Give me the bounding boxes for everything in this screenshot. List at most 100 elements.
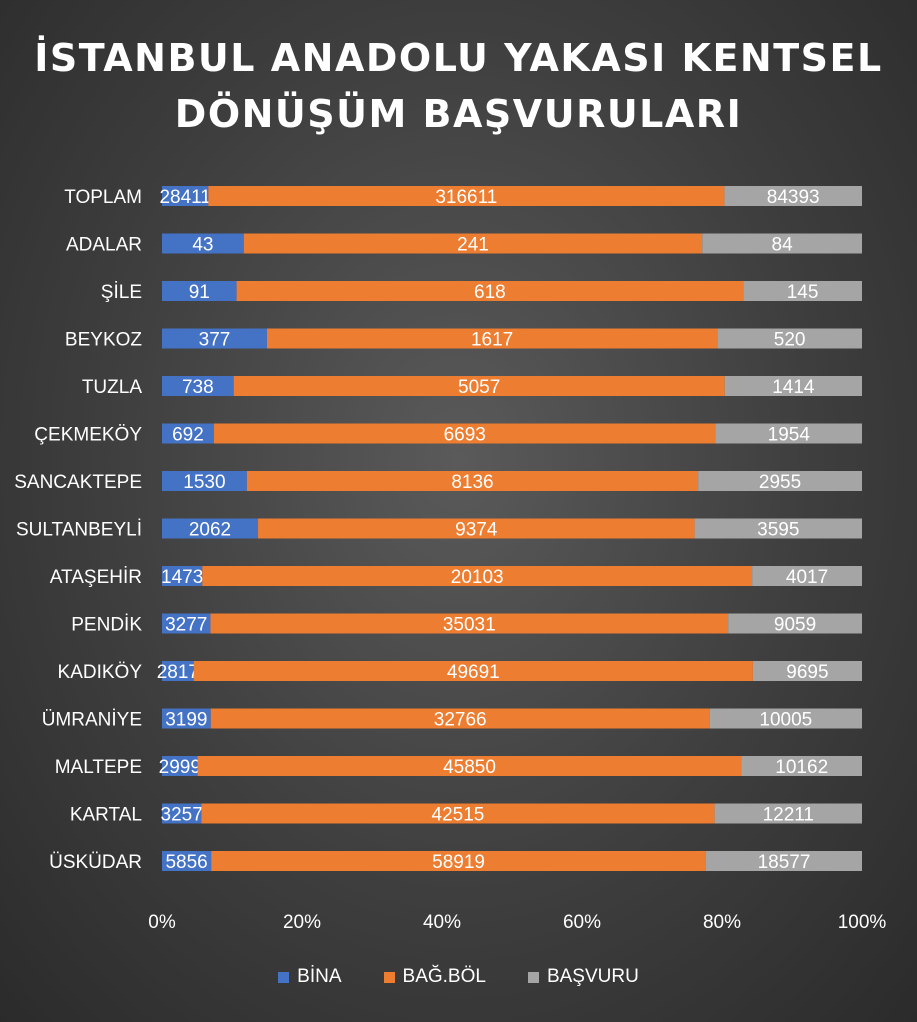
bar-bag-bol-kadikoy (193, 661, 753, 681)
data-label-bag-bol-si-le: 618 (474, 282, 506, 303)
x-tick-label-4: 80% (703, 912, 741, 933)
legend-swatch-bina (278, 971, 290, 983)
data-label-bag-bol-tuzla: 5057 (458, 377, 500, 398)
bar-bi-na-tuzla (162, 376, 234, 396)
bar-bi-na-atasehi-r (162, 566, 203, 586)
bar-basvuru-tuzla (724, 376, 862, 396)
data-label-bi-na-pendi-k: 3277 (165, 615, 207, 636)
bar-bag-bol-atasehi-r (202, 566, 753, 586)
category-label-pendi-k: PENDİK (71, 615, 142, 636)
data-label-bi-na-adalar: 43 (192, 235, 213, 256)
legend: BİNA BAĞ.BÖL BAŞVURU (0, 966, 917, 988)
bar-bi-na-uskudar (162, 851, 212, 871)
bar-bi-na-sultanbeyli (162, 518, 259, 539)
data-label-bi-na-toplam: 28411 (159, 187, 210, 208)
bar-bi-na-toplam (162, 186, 209, 206)
data-label-bi-na-sultanbeyli: 2062 (189, 520, 231, 541)
bar-bag-bol-kartal (201, 803, 715, 824)
legend-label-bag-bol: BAĞ.BÖL (402, 966, 486, 987)
data-label-bi-na-umrani-ye: 3199 (165, 710, 207, 731)
legend-swatch-basvuru (527, 971, 539, 983)
bar-basvuru-sultanbeyli (694, 518, 862, 539)
data-label-bag-bol-sultanbeyli: 9374 (455, 520, 498, 541)
data-label-bi-na-cekmekoy: 692 (172, 425, 204, 446)
x-tick-label-1: 20% (283, 912, 321, 933)
data-label-bag-bol-beykoz: 1617 (471, 330, 513, 351)
category-label-beykoz: BEYKOZ (65, 330, 142, 351)
bar-bi-na-beykoz (162, 328, 267, 349)
bar-basvuru-beykoz (717, 328, 862, 349)
bar-bi-na-kartal (162, 803, 202, 824)
bar-bag-bol-beykoz (266, 328, 718, 349)
x-tick-label-2: 40% (423, 912, 461, 933)
data-label-bag-bol-umrani-ye: 32766 (434, 710, 487, 731)
data-label-bi-na-kadikoy: 2817 (157, 662, 199, 683)
bar-bag-bol-pendi-k (210, 613, 729, 634)
bar-basvuru-atasehi-r (752, 566, 862, 586)
bar-bi-na-sancaktepe (162, 471, 247, 491)
data-label-bag-bol-sancaktepe: 8136 (451, 472, 493, 493)
category-label-adalar: ADALAR (66, 235, 142, 256)
bar-basvuru-toplam (724, 186, 862, 206)
bar-bi-na-adalar (162, 233, 244, 254)
bar-basvuru-cekmekoy (715, 423, 862, 444)
category-label-toplam: TOPLAM (64, 187, 142, 208)
data-label-basvuru-pendi-k: 9059 (774, 615, 816, 636)
data-label-bi-na-uskudar: 5856 (165, 852, 207, 873)
data-label-basvuru-uskudar: 18577 (758, 852, 811, 873)
data-label-basvuru-beykoz: 520 (774, 330, 806, 351)
legend-item-bina: BİNA (278, 966, 342, 988)
data-label-bi-na-maltepe: 2999 (159, 757, 201, 778)
data-label-bi-na-kartal: 3257 (161, 805, 203, 826)
data-label-bi-na-si-le: 91 (189, 282, 210, 303)
data-label-basvuru-umrani-ye: 10005 (759, 710, 812, 731)
data-label-bi-na-beykoz: 377 (199, 330, 231, 351)
legend-item-basvuru: BAŞVURU (527, 966, 639, 988)
category-label-sancaktepe: SANCAKTEPE (14, 472, 142, 493)
bar-bag-bol-adalar (243, 233, 703, 254)
data-label-basvuru-tuzla: 1414 (772, 377, 815, 398)
data-label-bag-bol-kadikoy: 49691 (447, 662, 500, 683)
data-label-bi-na-tuzla: 738 (182, 377, 214, 398)
data-label-bag-bol-toplam: 316611 (435, 187, 497, 208)
bar-basvuru-pendi-k (728, 613, 862, 634)
bar-bag-bol-sancaktepe (246, 471, 699, 491)
data-label-bag-bol-maltepe: 45850 (443, 757, 496, 778)
data-label-basvuru-si-le: 145 (787, 282, 819, 303)
x-tick-label-3: 60% (563, 912, 601, 933)
data-label-bag-bol-uskudar: 58919 (432, 852, 485, 873)
category-label-si-le: ŞİLE (101, 282, 142, 303)
data-label-basvuru-atasehi-r: 4017 (786, 567, 828, 588)
bar-bag-bol-uskudar (211, 851, 706, 871)
data-label-basvuru-adalar: 84 (772, 235, 794, 256)
data-label-bag-bol-pendi-k: 35031 (443, 615, 496, 636)
bar-bag-bol-sultanbeyli (258, 518, 695, 539)
category-label-sultanbeyli: SULTANBEYLİ (16, 520, 142, 541)
bar-bag-bol-umrani-ye (210, 708, 710, 729)
bar-basvuru-maltepe (741, 756, 862, 776)
bar-basvuru-umrani-ye (709, 708, 862, 729)
data-label-basvuru-sancaktepe: 2955 (759, 472, 801, 493)
data-label-basvuru-maltepe: 10162 (775, 757, 828, 778)
bar-bi-na-maltepe (162, 756, 198, 776)
bar-bi-na-kadikoy (162, 661, 194, 681)
bar-bag-bol-toplam (208, 186, 725, 206)
bar-basvuru-kadikoy (752, 661, 862, 681)
bar-bag-bol-si-le (236, 281, 744, 301)
category-label-kadikoy: KADIKÖY (58, 662, 143, 683)
data-label-basvuru-cekmekoy: 1954 (768, 425, 811, 446)
data-label-basvuru-sultanbeyli: 3595 (757, 520, 799, 541)
data-label-bag-bol-cekmekoy: 6693 (444, 425, 486, 446)
chart-title-line-2: DÖNÜŞÜM BAŞVURULARI (174, 92, 743, 136)
x-tick-label-5: 100% (838, 912, 887, 933)
bar-bi-na-umrani-ye (162, 708, 211, 729)
category-label-atasehi-r: ATAŞEHİR (50, 567, 142, 588)
chart-title: İSTANBUL ANADOLU YAKASI KENTSEL DÖNÜŞÜM … (0, 30, 917, 142)
bar-bi-na-cekmekoy (162, 423, 214, 444)
legend-item-bag-bol: BAĞ.BÖL (383, 966, 486, 988)
category-label-uskudar: ÜSKÜDAR (49, 852, 142, 873)
data-label-basvuru-toplam: 84393 (767, 187, 820, 208)
category-label-tuzla: TUZLA (82, 377, 143, 398)
bar-bi-na-pendi-k (162, 613, 211, 634)
